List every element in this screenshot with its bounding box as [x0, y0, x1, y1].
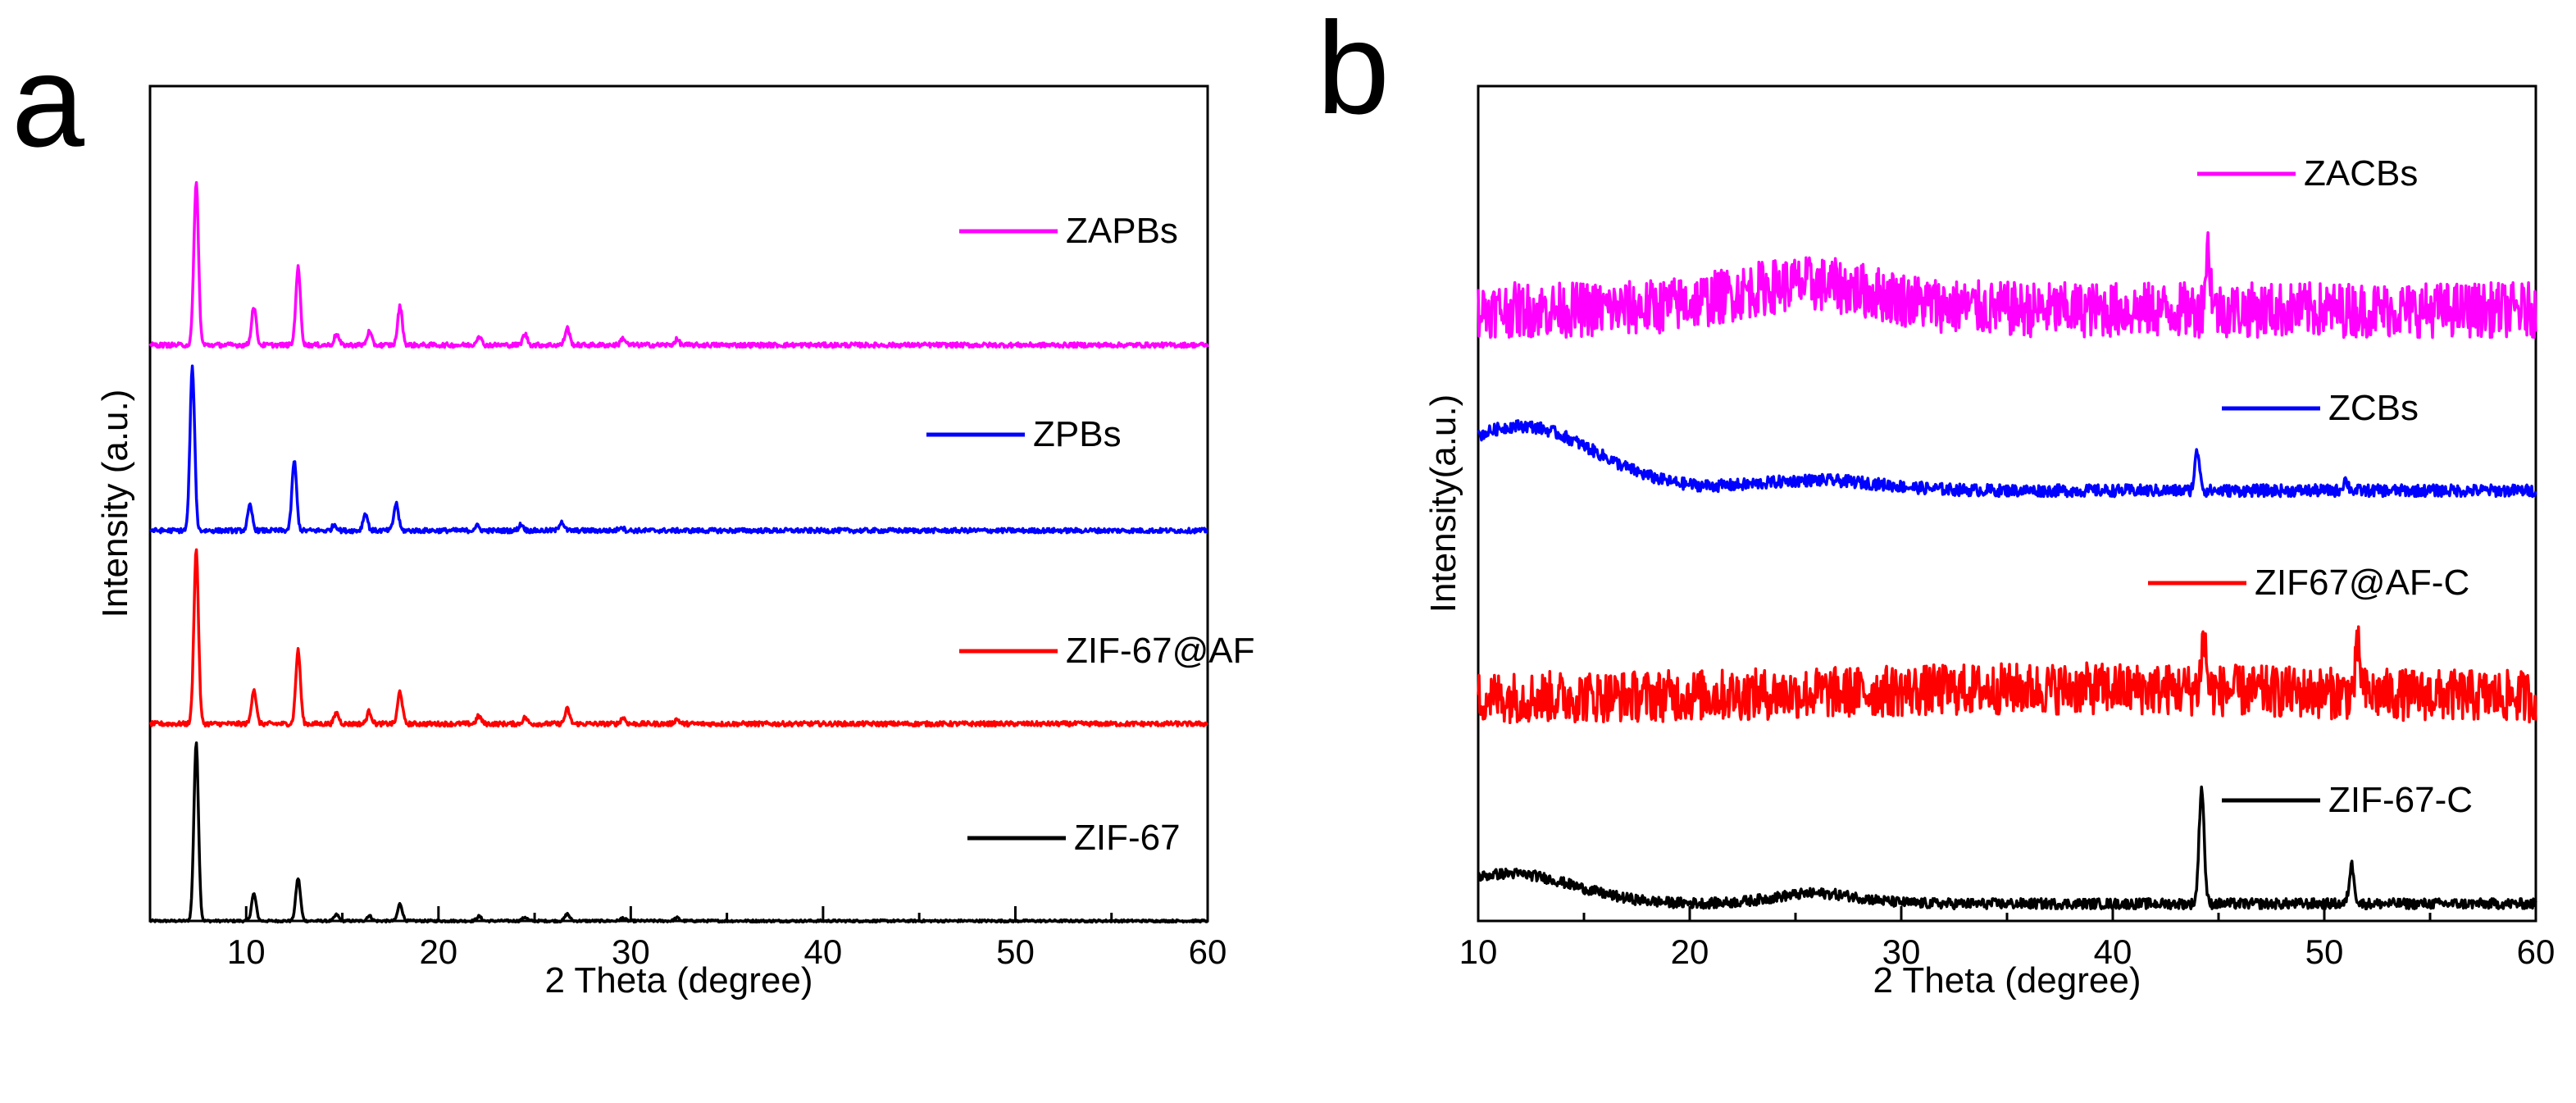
x-tick-label: 60	[2517, 932, 2556, 971]
series-zcbs	[1477, 419, 2537, 499]
legend-label: ZIF-67-C	[2328, 780, 2473, 820]
x-tick-label: 20	[419, 932, 457, 971]
x-axis-label-b: 2 Theta (degree)	[1873, 960, 2141, 1000]
x-tick-label: 10	[227, 932, 266, 971]
panel-label-b: b	[1317, 0, 1390, 141]
legend-a: ZIF-67 ZIF-67@AF ZPBs ZAPBs	[926, 211, 1254, 858]
series-zif-67-c	[1477, 785, 2537, 910]
legend-label: ZACBs	[2304, 153, 2418, 194]
x-axis-a: 10 20 30 40 50 60	[148, 906, 1227, 971]
traces-a	[148, 180, 1209, 924]
legend-label: ZPBs	[1033, 414, 1122, 454]
series-zpbs	[149, 364, 1208, 535]
panel-label-a: a	[11, 27, 84, 174]
chart-panel-b: 10 20 30 40 50 60 ZIF-67-C ZIF67@AF-C ZCBs ZACBs…	[1423, 84, 2556, 1000]
x-tick-label: 20	[1671, 932, 1709, 971]
legend-label: ZIF-67@AF	[1066, 631, 1254, 671]
x-tick-label: 50	[2305, 932, 2344, 971]
chart-panel-a: 10 20 30 40 50 60 ZIF-67 ZIF-67@AF ZPBs ZAPBs 2 …	[95, 84, 1254, 1000]
x-tick-label: 50	[996, 932, 1035, 971]
legend-label: ZCBs	[2328, 388, 2419, 428]
series-zacbs	[1477, 230, 2537, 340]
y-axis-label-b: Intensity(a.u.)	[1423, 394, 1463, 613]
x-tick-label: 60	[1189, 932, 1227, 971]
legend-label: ZAPBs	[1066, 211, 1178, 251]
plot-frame-a	[148, 84, 1209, 923]
x-tick-label: 40	[804, 932, 843, 971]
traces-b	[1477, 230, 2537, 910]
y-axis-label-a: Intensity (a.u.)	[95, 390, 135, 618]
series-zif67-af-c	[1477, 625, 2537, 725]
series-zif-67	[148, 741, 1209, 924]
legend-label: ZIF-67	[1074, 818, 1181, 858]
x-axis-label-a: 2 Theta (degree)	[545, 960, 813, 1000]
x-axis-b: 10 20 30 40 50 60	[1459, 906, 2556, 971]
series-zapbs	[148, 180, 1209, 349]
series-zif-67-af	[148, 548, 1208, 728]
x-tick-label: 10	[1459, 932, 1498, 971]
x-tick-label: 30	[1882, 932, 1921, 971]
legend-label: ZIF67@AF-C	[2255, 563, 2469, 603]
legend-b: ZIF-67-C ZIF67@AF-C ZCBs ZACBs	[2148, 153, 2473, 820]
x-tick-label: 30	[612, 932, 650, 971]
x-tick-label: 40	[2094, 932, 2132, 971]
